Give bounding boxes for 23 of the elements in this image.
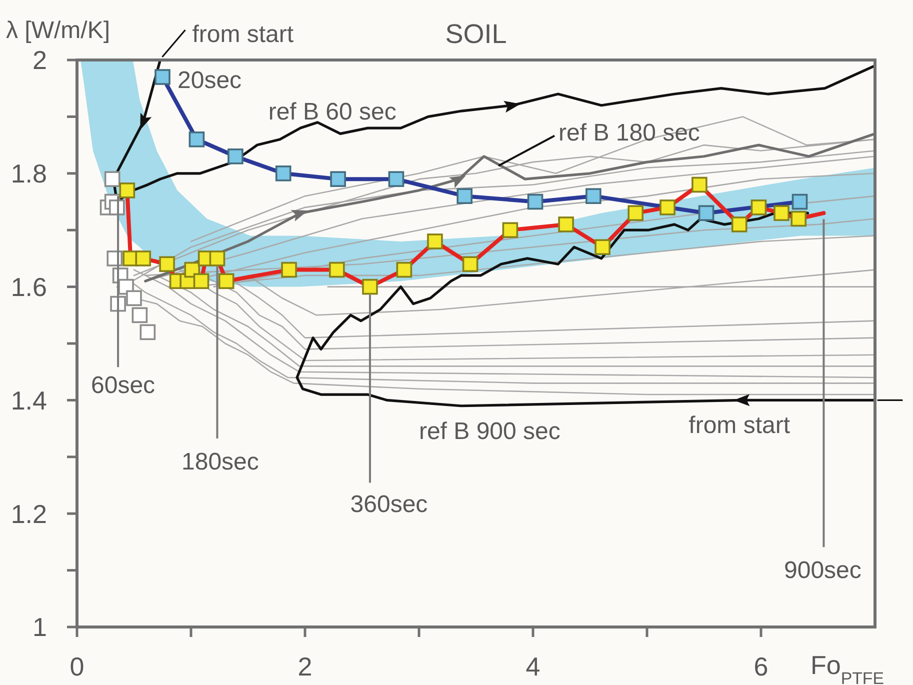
annotation: 60sec	[91, 372, 156, 400]
annotation: 180sec	[182, 448, 259, 476]
annotation: 900sec	[784, 557, 862, 584]
annotation: from start	[688, 412, 790, 440]
x-tick-label: 6	[754, 651, 768, 682]
x-tick-label: 4	[526, 651, 540, 682]
annotation: 20sec	[178, 67, 242, 94]
x-tick-label: 2	[298, 651, 312, 682]
annotation: from start	[192, 21, 294, 48]
x-axis-title: Fo$_{PTFE}$	[810, 650, 884, 685]
annotation: ref B 60 sec	[268, 98, 396, 126]
y-tick-label: 1.4	[10, 385, 47, 416]
annotation: ref B 900 sec	[418, 418, 560, 445]
y-tick-label: 1.2	[10, 498, 47, 529]
y-tick-label: 1.8	[10, 158, 47, 189]
annotation: 360sec	[350, 490, 428, 518]
y-tick-label: 1.6	[10, 272, 47, 302]
y-tick-label: 1	[32, 612, 47, 642]
x-tick-label: 0	[70, 651, 84, 682]
annotation: ref B 180 sec	[558, 120, 700, 147]
y-axis-title: λ [W/m/K]	[6, 17, 110, 44]
y-tick-label: 2	[32, 45, 47, 76]
chart-title: SOIL	[445, 19, 507, 49]
